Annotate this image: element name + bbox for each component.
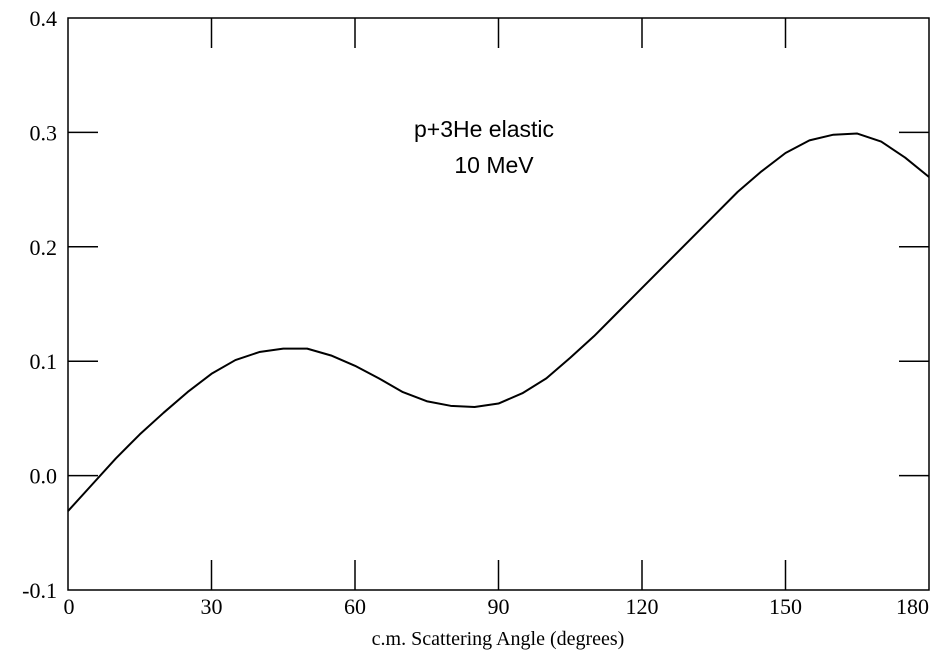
x-tick-labels: 0 30 60 90 120 150 180	[64, 594, 930, 619]
plot-frame	[68, 18, 929, 590]
x-tick-label: 0	[64, 594, 75, 619]
series-group	[68, 134, 929, 512]
x-tick-label: 150	[769, 594, 802, 619]
y-tick-label: 0.3	[30, 120, 58, 145]
y-tick-label: 0.0	[30, 464, 58, 489]
y-tick-label: 0.2	[30, 235, 58, 260]
x-tick-label: 90	[488, 594, 510, 619]
x-tick-label: 60	[344, 594, 366, 619]
y-tick-label: -0.1	[22, 578, 57, 603]
x-tick-label: 30	[201, 594, 223, 619]
y-tick-labels: -0.1 0.0 0.1 0.2 0.3 0.4	[22, 6, 57, 603]
x-axis-title: c.m. Scattering Angle (degrees)	[372, 628, 625, 650]
annotation-energy: 10 MeV	[454, 152, 534, 178]
y-tick-label: 0.4	[30, 6, 58, 31]
series-line-0	[68, 134, 929, 512]
y-tick-label: 0.1	[30, 349, 58, 374]
x-tick-label: 120	[626, 594, 659, 619]
annotation-reaction: p+3He elastic	[414, 116, 554, 142]
axis-ticks	[68, 18, 929, 590]
x-tick-label: 180	[896, 594, 929, 619]
